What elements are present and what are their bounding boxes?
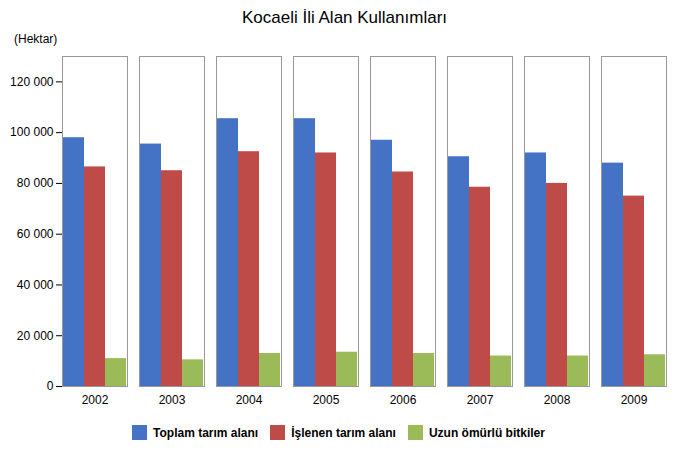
svg-text:20 000: 20 000 xyxy=(17,329,54,343)
svg-text:2004: 2004 xyxy=(236,393,263,407)
html-text:(Hektar): (Hektar) xyxy=(14,32,58,46)
svg-text:100 000: 100 000 xyxy=(10,125,54,139)
html-text:İşlenen tarım alanı: İşlenen tarım alanı xyxy=(291,425,396,440)
svg-text:2009: 2009 xyxy=(621,393,648,407)
svg-text:2006: 2006 xyxy=(390,393,417,407)
svg-text:2005: 2005 xyxy=(313,393,340,407)
html-text:Kocaeli İli Alan Kullanımları: Kocaeli İli Alan Kullanımları xyxy=(242,8,447,27)
svg-text:80 000: 80 000 xyxy=(17,176,54,190)
svg-text:0: 0 xyxy=(47,379,54,393)
svg-text:2003: 2003 xyxy=(159,393,186,407)
svg-text:2008: 2008 xyxy=(544,393,571,407)
svg-text:2007: 2007 xyxy=(467,393,494,407)
html-text:Uzun ömürlü bitkiler: Uzun ömürlü bitkiler xyxy=(428,425,545,440)
html-text:Toplam tarım alanı: Toplam tarım alanı xyxy=(153,425,259,440)
svg-text:2002: 2002 xyxy=(82,393,109,407)
svg-text:120 000: 120 000 xyxy=(10,75,54,89)
svg-text:40 000: 40 000 xyxy=(17,278,54,292)
svg-text:60 000: 60 000 xyxy=(17,227,54,241)
